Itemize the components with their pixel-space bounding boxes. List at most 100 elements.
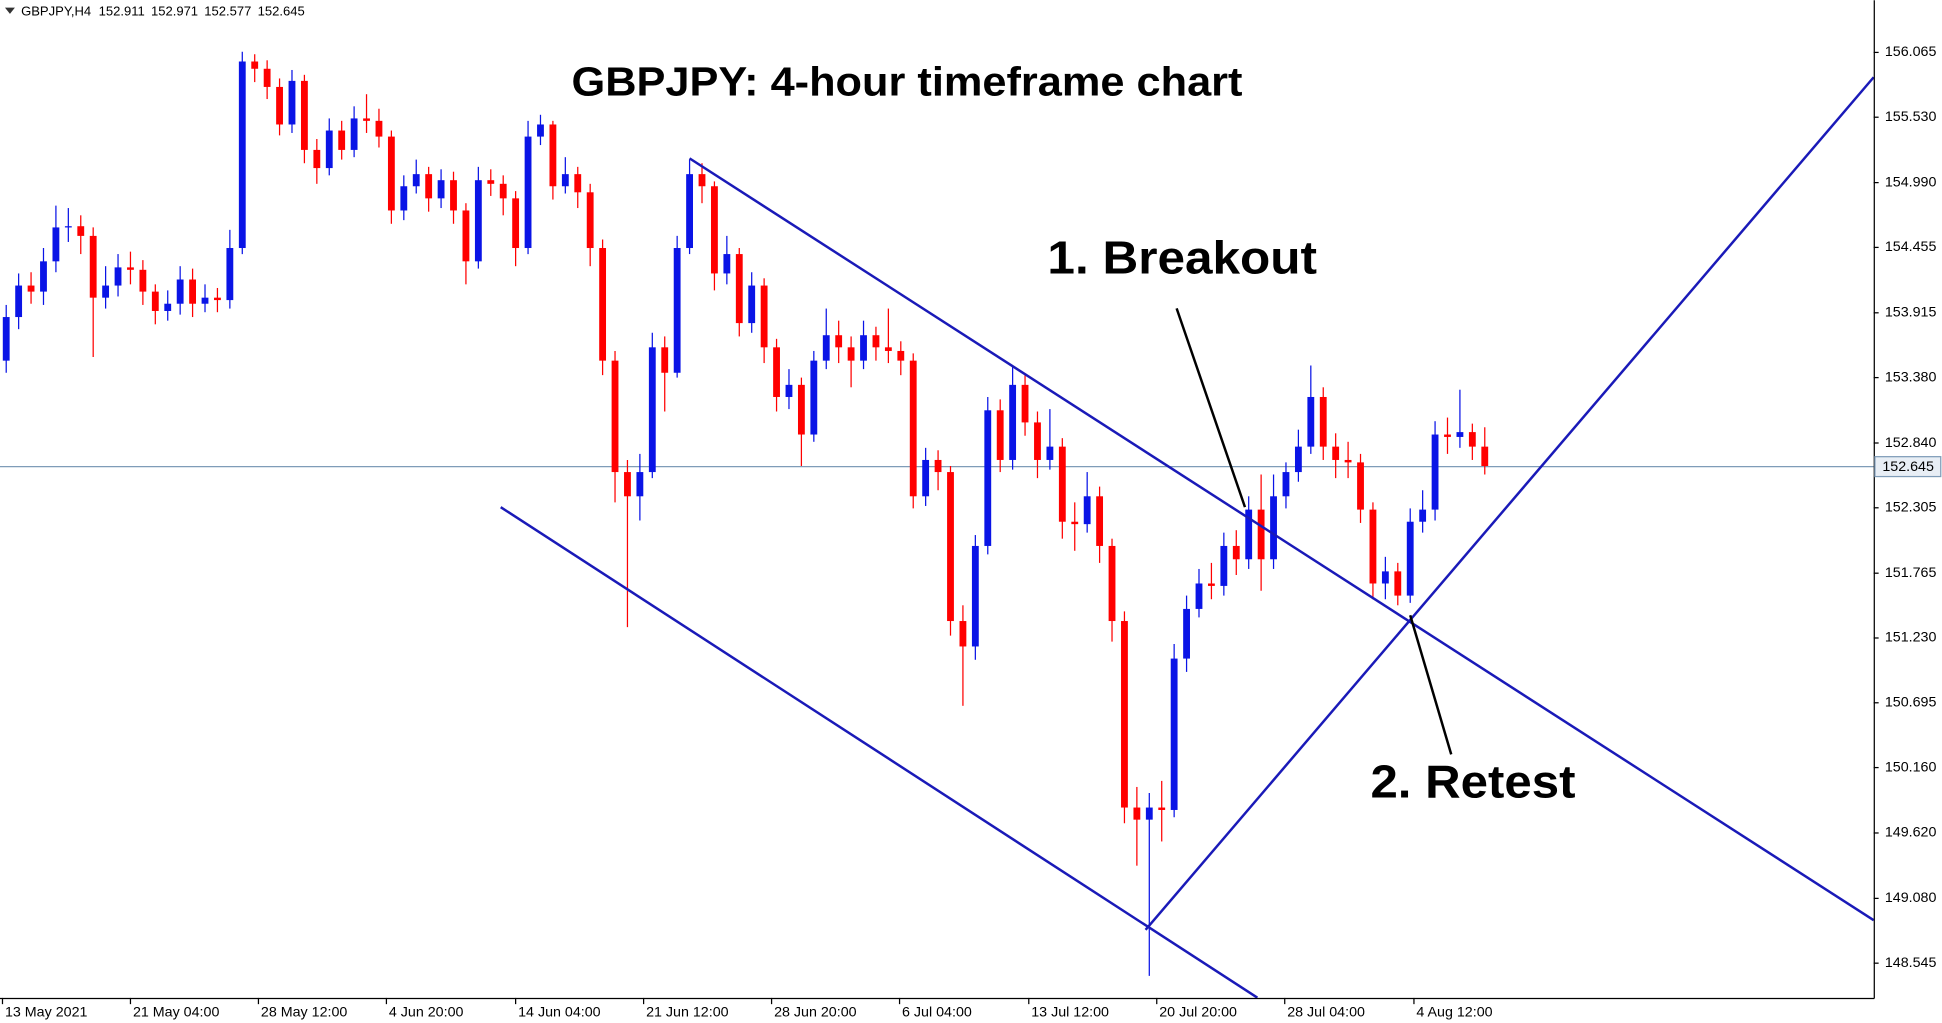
candle-body [524,136,532,249]
candle-body [1083,496,1091,525]
x-tick-label: 21 May 04:00 [133,1005,220,1021]
candle-body [1183,608,1190,659]
trend-line [500,506,1259,999]
candle-body [1257,509,1265,560]
candle-body [1369,509,1377,584]
candle-body [363,118,370,121]
y-tick-label: 150.695 [1885,695,1937,711]
x-tick-label: 28 May 12:00 [261,1005,348,1021]
candle-body [537,124,544,137]
candle-body [1145,807,1153,820]
header: GBPJPY,H4 152.911 152.971 152.577 152.645 [21,4,305,19]
candle-body [1158,807,1166,810]
x-tick-label: 21 Jun 12:00 [646,1005,729,1021]
candle-body [1282,472,1290,497]
candle-body [810,360,818,435]
annotation: 1. Breakout [1047,231,1317,283]
y-tick-label: 151.765 [1885,565,1937,581]
candle-body [698,174,706,187]
y-tick-label: 155.530 [1885,109,1937,125]
candle-body [89,235,97,298]
candle-body [1332,446,1340,460]
x-tick-label: 6 Jul 04:00 [902,1005,972,1021]
y-tick-label: 154.455 [1885,239,1937,255]
symbol: GBPJPY,H4 [21,4,91,19]
x-tick-label: 14 Jun 04:00 [518,1005,601,1021]
candle-body [499,183,507,199]
candle-body [350,118,358,150]
candle-body [922,459,930,497]
last-price-label: 152.645 [1882,459,1934,475]
candle-body [276,86,283,125]
candle-body [338,130,346,150]
candle-body [909,360,917,497]
candle-body [251,61,259,69]
candle-body [487,180,495,184]
candle-body [1108,545,1116,622]
candle-body [1319,396,1327,447]
candle-body [959,621,967,647]
candle-body [611,360,619,473]
candle-body [300,80,308,150]
close-value: 152.645 [258,4,305,19]
candle-body [77,226,85,236]
candle-body [561,174,569,187]
candle-body [288,80,296,125]
candle-body [1133,807,1141,820]
candle-body [1344,459,1352,463]
candle-body [748,285,756,324]
candle-body [760,285,768,348]
plot-area [0,51,1875,999]
candle-body [387,136,395,211]
y-tick-label: 152.840 [1885,435,1937,451]
candle-body [15,285,23,318]
y-tick-label: 153.380 [1885,369,1937,385]
candle-body [176,279,184,304]
y-tick-label: 149.080 [1885,890,1937,906]
candle-body [1195,583,1203,609]
candle-body [996,410,1004,460]
candle-body [52,227,60,262]
candle-body [1481,446,1489,467]
candle-body [1245,509,1253,560]
candle-body [139,269,147,292]
candle-body [1071,521,1079,525]
candle-body [1357,462,1364,510]
candle-body [1419,509,1427,522]
y-tick-label: 149.620 [1885,825,1937,841]
last-price-box [1874,456,1942,478]
candle-body [114,267,122,286]
y-tick-label: 153.915 [1885,305,1937,321]
candle-body [586,192,594,249]
candle-body [897,350,905,361]
candle-body [1406,521,1414,596]
x-tick-label: 13 Jul 12:00 [1031,1005,1109,1021]
candle-body [164,303,172,311]
menu-icon[interactable] [4,7,15,14]
candle-body [2,317,10,361]
candle-body [599,248,607,361]
candle-body [1294,446,1302,473]
candle-body [1468,432,1476,447]
candle-body [711,186,718,274]
candle-body [934,459,942,473]
candle-body [40,261,47,292]
candle-body [686,174,693,249]
candle-body [325,130,333,169]
x-tick-label: 28 Jun 20:00 [774,1005,857,1021]
candle-body [574,174,582,193]
candle-body [648,347,656,473]
trend-line [1144,76,1875,931]
candle-body [462,210,470,262]
y-tick-label: 151.230 [1885,630,1937,646]
y-tick-label: 152.305 [1885,500,1937,516]
candle-body [214,297,221,301]
candle-body [375,120,383,137]
candle-body [238,61,246,249]
annotation-pointer [1409,614,1453,755]
candle-body [1431,434,1439,510]
candle-body [474,180,482,262]
candle-body [785,384,793,397]
candle-body [313,149,321,169]
